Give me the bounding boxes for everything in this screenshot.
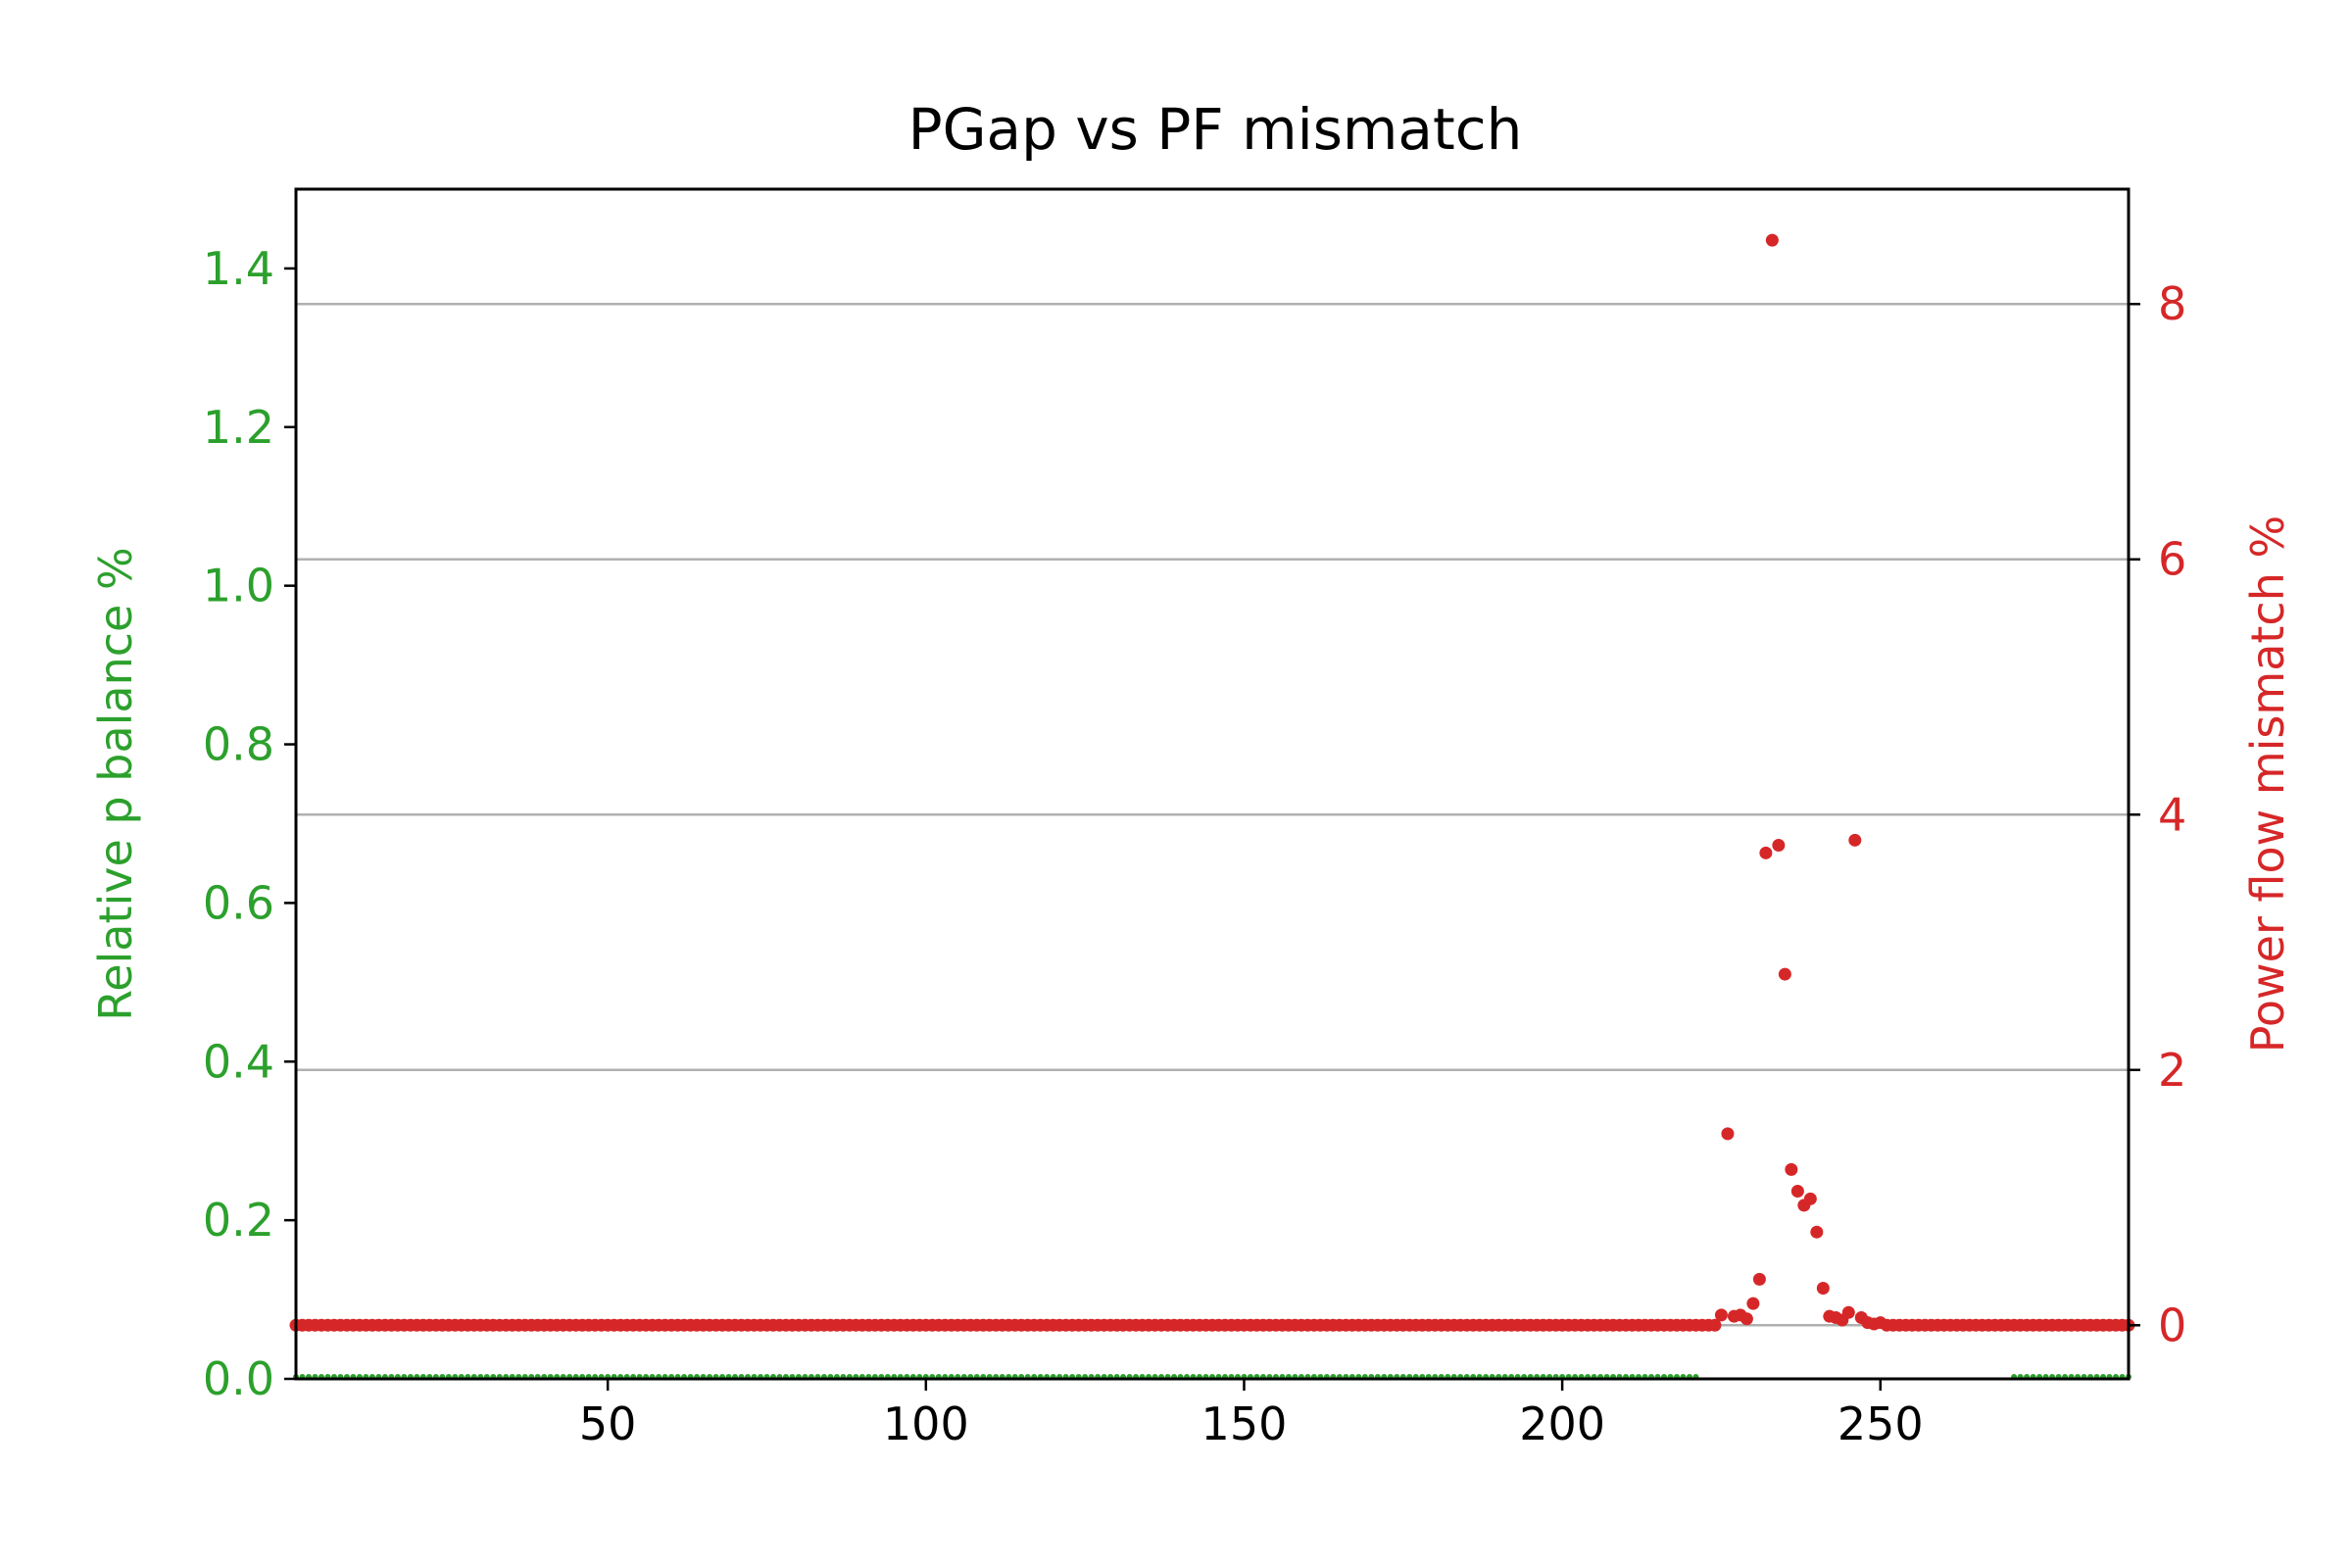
left-tick-label: 1.0 bbox=[203, 560, 274, 612]
left-tick-label: 0.4 bbox=[203, 1035, 274, 1088]
left-tick-label: 0.0 bbox=[203, 1352, 274, 1405]
mismatch-point bbox=[1765, 233, 1779, 247]
right-tick-label: 2 bbox=[2158, 1044, 2186, 1097]
plot-frame bbox=[294, 187, 2131, 1381]
x-tick-label: 250 bbox=[1838, 1397, 1924, 1450]
power-flow-mismatch-series bbox=[289, 233, 2135, 1332]
mismatch-point bbox=[1778, 967, 1791, 981]
mismatch-point bbox=[1772, 839, 1786, 853]
left-tick-label: 0.8 bbox=[203, 718, 274, 771]
left-tick-label: 1.2 bbox=[203, 401, 274, 454]
mismatch-point bbox=[1803, 1192, 1817, 1205]
x-tick-label: 100 bbox=[883, 1397, 969, 1450]
mismatch-point bbox=[1714, 1308, 1728, 1322]
mismatch-point bbox=[1721, 1127, 1735, 1141]
x-tick-label: 200 bbox=[1519, 1397, 1605, 1450]
mismatch-point bbox=[1848, 833, 1862, 847]
left-y-axis: 0.0 0.2 0.4 0.6 0.8 1.0 1.2 1.4 bbox=[203, 242, 296, 1405]
mismatch-point bbox=[1740, 1312, 1753, 1326]
mismatch-point bbox=[1785, 1162, 1798, 1176]
mismatch-point bbox=[1752, 1272, 1766, 1286]
mismatch-point bbox=[1810, 1225, 1824, 1239]
right-tick-label: 6 bbox=[2158, 533, 2186, 586]
right-tick-label: 0 bbox=[2158, 1298, 2186, 1351]
x-axis: 50 100 150 200 250 bbox=[579, 1379, 1924, 1450]
x-tick-label: 150 bbox=[1201, 1397, 1288, 1450]
mismatch-point bbox=[1790, 1185, 1804, 1199]
mismatch-point bbox=[1841, 1305, 1855, 1319]
x-tick-label: 50 bbox=[579, 1397, 637, 1450]
right-tick-label: 8 bbox=[2158, 277, 2186, 330]
left-tick-label: 0.2 bbox=[203, 1194, 274, 1247]
left-tick-label: 1.4 bbox=[203, 242, 274, 295]
right-tick-label: 4 bbox=[2158, 788, 2186, 841]
right-y-axis: 0 2 4 6 8 bbox=[2129, 277, 2186, 1351]
mismatch-point bbox=[1759, 846, 1773, 859]
mismatch-point bbox=[1708, 1318, 1722, 1332]
chart-title: PGap vs PF mismatch bbox=[908, 96, 1523, 163]
grid-lines bbox=[296, 302, 2129, 1327]
left-tick-label: 0.6 bbox=[203, 876, 274, 929]
right-axis-label: Power flow mismatch % bbox=[2241, 515, 2294, 1053]
mismatch-point bbox=[1816, 1282, 1830, 1296]
left-axis-label: Relative p balance % bbox=[89, 547, 142, 1020]
mismatch-point bbox=[1746, 1297, 1760, 1310]
